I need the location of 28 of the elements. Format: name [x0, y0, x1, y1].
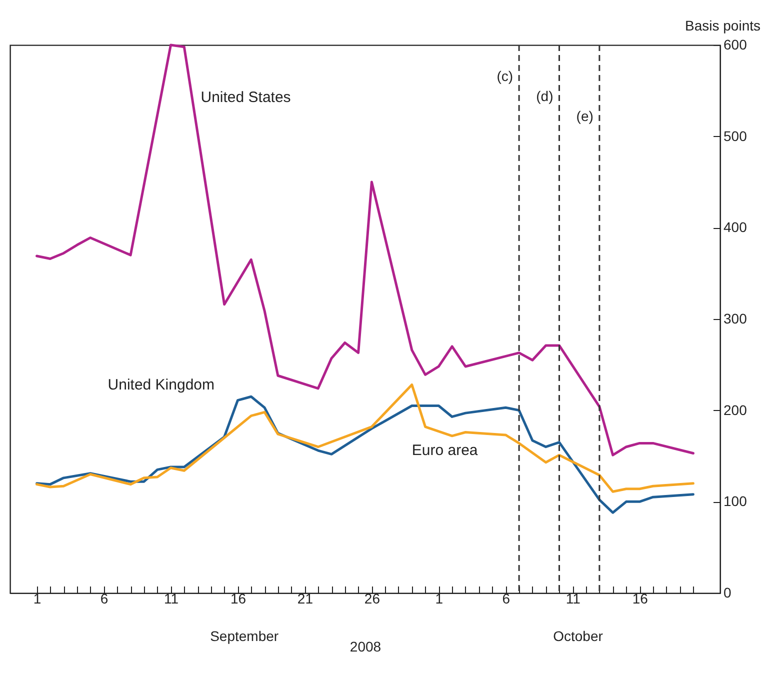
text: October — [553, 628, 604, 644]
y-tick-label: 500 — [724, 128, 748, 144]
x-tick-label: 16 — [230, 590, 246, 606]
text: September — [210, 628, 279, 644]
series-label: Euro area — [412, 442, 478, 459]
line-series — [36, 44, 694, 456]
series-label: United Kingdom — [108, 376, 214, 394]
x-tick-label: 6 — [100, 590, 108, 606]
y-tick-label: 600 — [724, 36, 748, 52]
x-tick-label: 21 — [297, 590, 314, 606]
y-tick-label: 100 — [724, 493, 748, 510]
y-tick-label: 300 — [724, 310, 748, 326]
x-tick-label: 16 — [632, 590, 648, 606]
x-tick-label: 11 — [566, 590, 581, 606]
x-tick-label: 6 — [502, 590, 510, 606]
y-axis-title: Basis points — [685, 18, 760, 34]
ref-line-label: (d) — [536, 88, 554, 104]
x-tick-label: 1 — [435, 590, 444, 606]
x-axis-title: 2008 — [350, 638, 382, 654]
y-tick-label: 200 — [724, 402, 748, 418]
y-tick-label: 0 — [724, 584, 732, 600]
x-tick-label: 1 — [33, 590, 42, 606]
ref-line-label: (e) — [576, 108, 594, 124]
ref-line-label: (c) — [496, 68, 514, 84]
x-tick-label: 26 — [364, 590, 380, 606]
x-tick-label: 11 — [164, 590, 179, 606]
y-tick-label: 400 — [724, 219, 748, 236]
series-label: United States — [200, 89, 291, 106]
